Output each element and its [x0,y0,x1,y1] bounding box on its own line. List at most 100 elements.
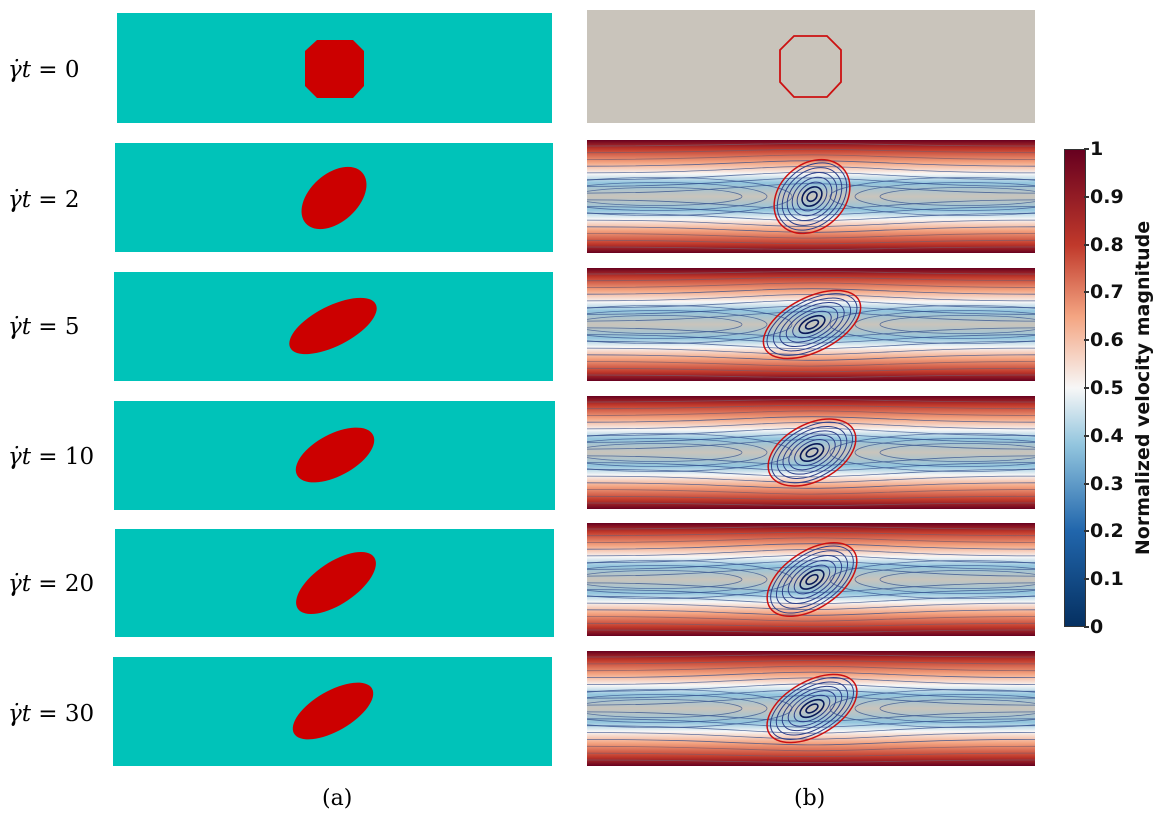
recirculation-loop [854,565,1035,594]
streamline [587,711,1035,722]
velocity-field-panel [587,523,1035,636]
colorbar-tick-label: 0.6 [1084,329,1124,352]
streamline [587,148,1035,154]
vortex-streamline [793,564,831,595]
phase-field-svg [296,551,376,615]
velocity-field-svg [587,651,1035,766]
recirculation-loop [879,570,1035,589]
vortex-streamline [801,186,823,207]
colorbar-tick-label: 0.1 [1084,568,1124,591]
droplet [295,427,375,483]
droplet-interface [779,35,842,98]
colorbar-tick-label: 0.4 [1084,424,1124,447]
velocity-background [587,268,1035,381]
recirculation-loop [879,443,1035,462]
streamline [587,367,1035,373]
vortex-streamline [781,167,843,226]
velocity-field-svg [587,140,1035,253]
droplet [305,40,364,98]
colorbar-tick-label: 0.5 [1084,377,1124,399]
recirculation-loop [829,305,1035,344]
streamline [587,374,1035,379]
velocity-field-panel [587,651,1035,766]
droplet-vortex [773,158,851,235]
streamline [587,482,1035,489]
recirculation-loop [854,182,1035,211]
gamma-dot-symbol: γ̇ [8,57,22,83]
time-symbol: t [21,314,31,340]
phase-field-panel [115,529,554,637]
vortex-streamline [770,545,854,614]
droplet-interface [767,418,857,487]
recirculation-loop [587,570,743,589]
vortex-streamline [788,434,836,471]
streamline [587,582,1035,593]
vortex-streamline [787,690,837,727]
caption-b: (b) [794,786,826,811]
recirculation-loop [587,177,793,216]
droplet [292,682,374,740]
streamline [587,659,1035,665]
vortex-streamline [805,573,819,586]
vortex-streamline [776,162,848,231]
colorbar [1064,149,1086,627]
velocity-field-svg [587,268,1035,381]
droplet-interface [766,673,858,744]
vortex-streamline [766,293,858,356]
streamline [587,629,1035,634]
droplet-vortex [766,673,858,744]
vortex-streamline [804,319,820,330]
velocity-field-panel [587,140,1035,253]
streamline [587,416,1035,423]
streamline [587,745,1035,752]
streamline [587,354,1035,361]
colorbar-title: Normalized velocity magnitude [1132,220,1154,556]
vortex-streamline [776,550,848,609]
streamline [587,439,1035,450]
row-label: γ̇t = 5 [8,313,108,341]
velocity-field-panel [587,268,1035,381]
recirculation-loop [587,438,768,467]
vortex-streamline [787,559,837,600]
streamline [587,246,1035,251]
phase-field-svg [305,40,364,98]
streamline [587,233,1035,239]
streamline [587,327,1035,338]
caption-a: (a) [322,786,353,811]
droplet [301,166,367,230]
recirculation-loop [879,315,1035,334]
recirculation-loop [587,187,743,206]
droplet-vortex [766,541,858,618]
gamma-dot-symbol: γ̇ [8,444,22,470]
streamline [587,239,1035,245]
vortex-streamline [799,443,825,462]
streamline [587,154,1035,160]
vortex-streamline [775,681,849,736]
recirculation-loop [829,560,1035,599]
streamline [587,270,1035,275]
colorbar-tick-label: 1 [1083,138,1104,160]
row-label: γ̇t = 2 [8,186,108,214]
time-value: = 10 [31,444,95,470]
time-symbol: t [21,444,31,470]
vortex-streamline [781,685,843,732]
streamline [587,531,1035,537]
droplet-interface [766,541,858,618]
time-symbol: t [21,701,31,727]
streamline [587,616,1035,622]
colorbar-tick-label: 0 [1083,616,1104,638]
streamline [587,543,1035,550]
row-label: γ̇t = 30 [8,700,108,728]
streamline [587,671,1035,678]
streamline [587,276,1035,282]
vortex-streamline [785,306,839,343]
streamline [587,361,1035,367]
time-symbol: t [21,187,31,213]
vortex-streamline [794,439,830,466]
droplet-interface [773,158,851,235]
streamline [587,560,1035,570]
vortex-streamline [796,181,828,212]
droplet-vortex [762,289,862,360]
streamline [587,548,1035,557]
row-label: γ̇t = 20 [8,570,108,598]
